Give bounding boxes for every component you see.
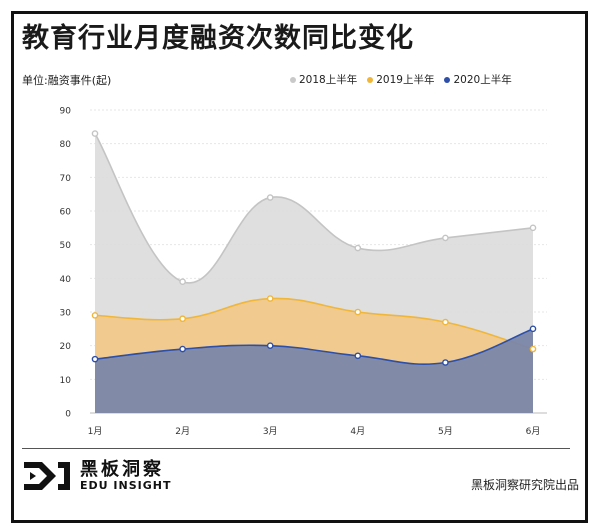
brand-name-en: EDU INSIGHT	[80, 478, 172, 492]
credit-text: 黑板洞察研究院出品	[470, 478, 579, 492]
brand-name-cn: 黑板洞察	[80, 459, 164, 481]
series-2019-point	[354, 308, 362, 316]
legend-dot-2020	[444, 76, 451, 83]
series-2020-line	[94, 328, 534, 365]
series-2018-point	[354, 244, 362, 252]
legend-dot-2018	[290, 76, 296, 83]
series-2019-point	[266, 295, 274, 302]
series-2018-point	[179, 278, 186, 286]
series-2019-point	[179, 315, 186, 323]
legend-item-2018: 2018上半年	[290, 72, 357, 87]
legend-item-2019: 2019上半年	[367, 72, 434, 87]
series-2020-point	[442, 359, 449, 366]
y-tick-label: 50	[60, 241, 72, 251]
series-2019-point	[91, 312, 99, 319]
y-tick-label: 0	[65, 410, 71, 420]
x-tick-label: 6月	[526, 426, 541, 437]
series-2020-point	[91, 355, 99, 363]
series-2020-point	[354, 352, 362, 360]
legend: 2018上半年 2019上半年 2020上半年	[290, 72, 512, 87]
series-2020-point	[266, 342, 274, 349]
series-2018-point	[266, 194, 274, 201]
series-2020-area	[95, 328, 533, 413]
series-2018-point	[442, 234, 449, 242]
legend-dot-2019	[367, 76, 374, 83]
x-tick-label: 3月	[263, 426, 278, 437]
y-tick-label: 60	[60, 208, 72, 218]
y-tick-label: 40	[60, 275, 72, 285]
brand-mark-icon	[24, 462, 70, 490]
series-2019-point	[442, 318, 449, 326]
y-tick-label: 10	[60, 376, 72, 386]
brand-logo: 黑板洞察 EDU INSIGHT	[22, 458, 171, 494]
legend-label-2019: 2019上半年	[376, 74, 435, 86]
x-tick-label: 1月	[88, 426, 103, 437]
y-tick-label: 90	[60, 107, 72, 117]
y-tick-label: 30	[60, 309, 72, 319]
footer-divider	[22, 448, 570, 449]
series-2018-point	[529, 224, 537, 232]
legend-label-2020: 2020上半年	[453, 74, 512, 86]
chart-title: 教育行业月度融资次数同比变化	[22, 23, 414, 54]
series-2020-point	[529, 325, 537, 333]
x-tick-label: 2月	[175, 426, 190, 437]
legend-item-2020: 2020上半年	[444, 72, 512, 87]
series-2019-point	[529, 345, 537, 353]
series-2018-point	[91, 130, 99, 137]
series-2020-point	[179, 345, 186, 353]
y-tick-label: 70	[60, 174, 72, 184]
legend-label-2018: 2018上半年	[299, 74, 358, 86]
y-tick-label: 80	[60, 140, 72, 150]
x-tick-label: 4月	[350, 426, 365, 437]
x-tick-label: 5月	[438, 426, 453, 437]
unit-label: 单位:融资事件(起)	[22, 74, 112, 87]
y-tick-label: 20	[60, 342, 72, 352]
series-2019-line	[94, 297, 534, 350]
